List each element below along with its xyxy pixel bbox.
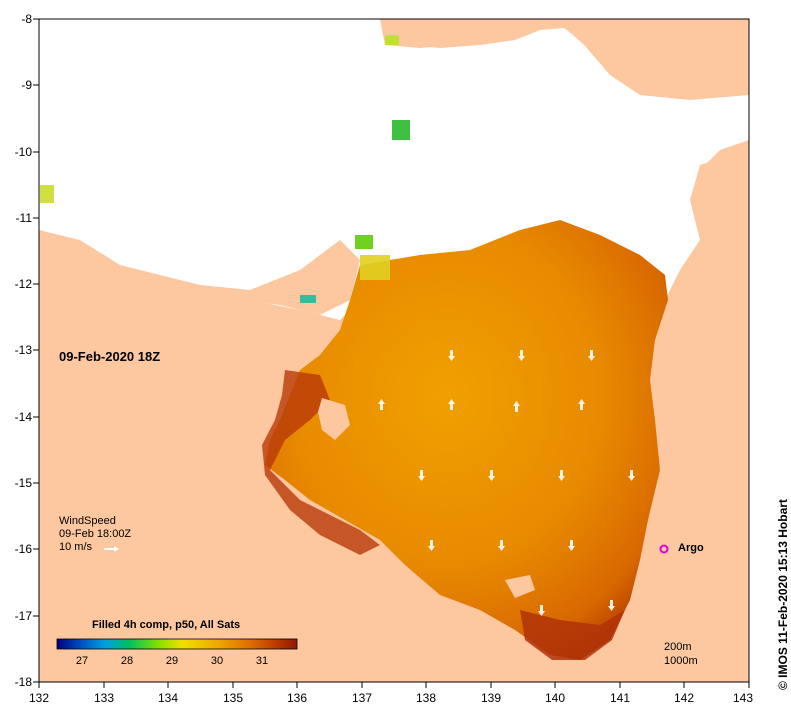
y-tick-label: -15	[14, 476, 32, 490]
colorbar-title: Filled 4h comp, p50, All Sats	[92, 619, 241, 631]
y-tick-label: -17	[14, 609, 32, 623]
axis-ticks	[33, 18, 750, 688]
land-new-guinea	[400, 19, 749, 98]
island-2	[505, 575, 535, 598]
argo-label: Argo	[678, 542, 704, 554]
colorbar-tick: 31	[255, 655, 269, 667]
warm-patch-west	[262, 370, 380, 555]
y-tick-label: -8	[21, 12, 32, 26]
colorbar	[56, 638, 298, 650]
date-label: 09-Feb-2020 18Z	[59, 349, 161, 364]
wind-scale: 10 m/s	[59, 541, 93, 553]
x-tick-label: 137	[351, 691, 373, 705]
colorbar-tick: 30	[210, 655, 224, 667]
x-tick-label: 136	[286, 691, 308, 705]
y-tick-label: -11	[15, 211, 32, 225]
warm-patch-south	[520, 610, 625, 660]
x-tick-label: 142	[673, 691, 695, 705]
gulf-sst	[265, 220, 668, 660]
x-tick-label: 143	[732, 691, 754, 705]
wind-time: 09-Feb 18:00Z	[59, 528, 132, 540]
argo-marker	[659, 544, 669, 554]
depth-1000-label: 1000m	[664, 655, 698, 667]
credit-label: © IMOS 11-Feb-2020 15:13 Hobart	[776, 499, 790, 690]
x-tick-label: 140	[544, 691, 566, 705]
island	[318, 398, 350, 440]
x-tick-label: 141	[609, 691, 631, 705]
wind-legend: WindSpeed 09-Feb 18:00Z 10 m/s	[59, 515, 131, 554]
land-arnhem-north	[39, 230, 360, 315]
x-tick-label: 138	[415, 691, 437, 705]
x-tick-label: 132	[28, 691, 50, 705]
x-tick-label: 139	[480, 691, 502, 705]
colorbar-tick: 28	[120, 655, 134, 667]
y-tick-label: -9	[21, 78, 32, 92]
x-tick-label: 133	[93, 691, 115, 705]
x-tick-label: 135	[222, 691, 244, 705]
y-tick-label: -10	[14, 145, 32, 159]
y-tick-label: -16	[14, 542, 32, 556]
colorbar-tick: 27	[75, 655, 89, 667]
colorbar-tick: 29	[165, 655, 179, 667]
x-tick-label: 134	[157, 691, 179, 705]
wind-scale-arrow	[104, 546, 119, 552]
depth-200-label: 200m	[664, 641, 692, 653]
y-tick-label: -13	[14, 343, 32, 357]
depth-legend: 200m 1000m	[664, 640, 698, 668]
y-tick-label: -12	[14, 277, 32, 291]
y-tick-label: -18	[14, 675, 32, 689]
wind-title: WindSpeed	[59, 515, 116, 527]
y-tick-label: -14	[14, 410, 32, 424]
land-cape-york	[700, 140, 749, 290]
wind-arrows	[378, 350, 635, 616]
